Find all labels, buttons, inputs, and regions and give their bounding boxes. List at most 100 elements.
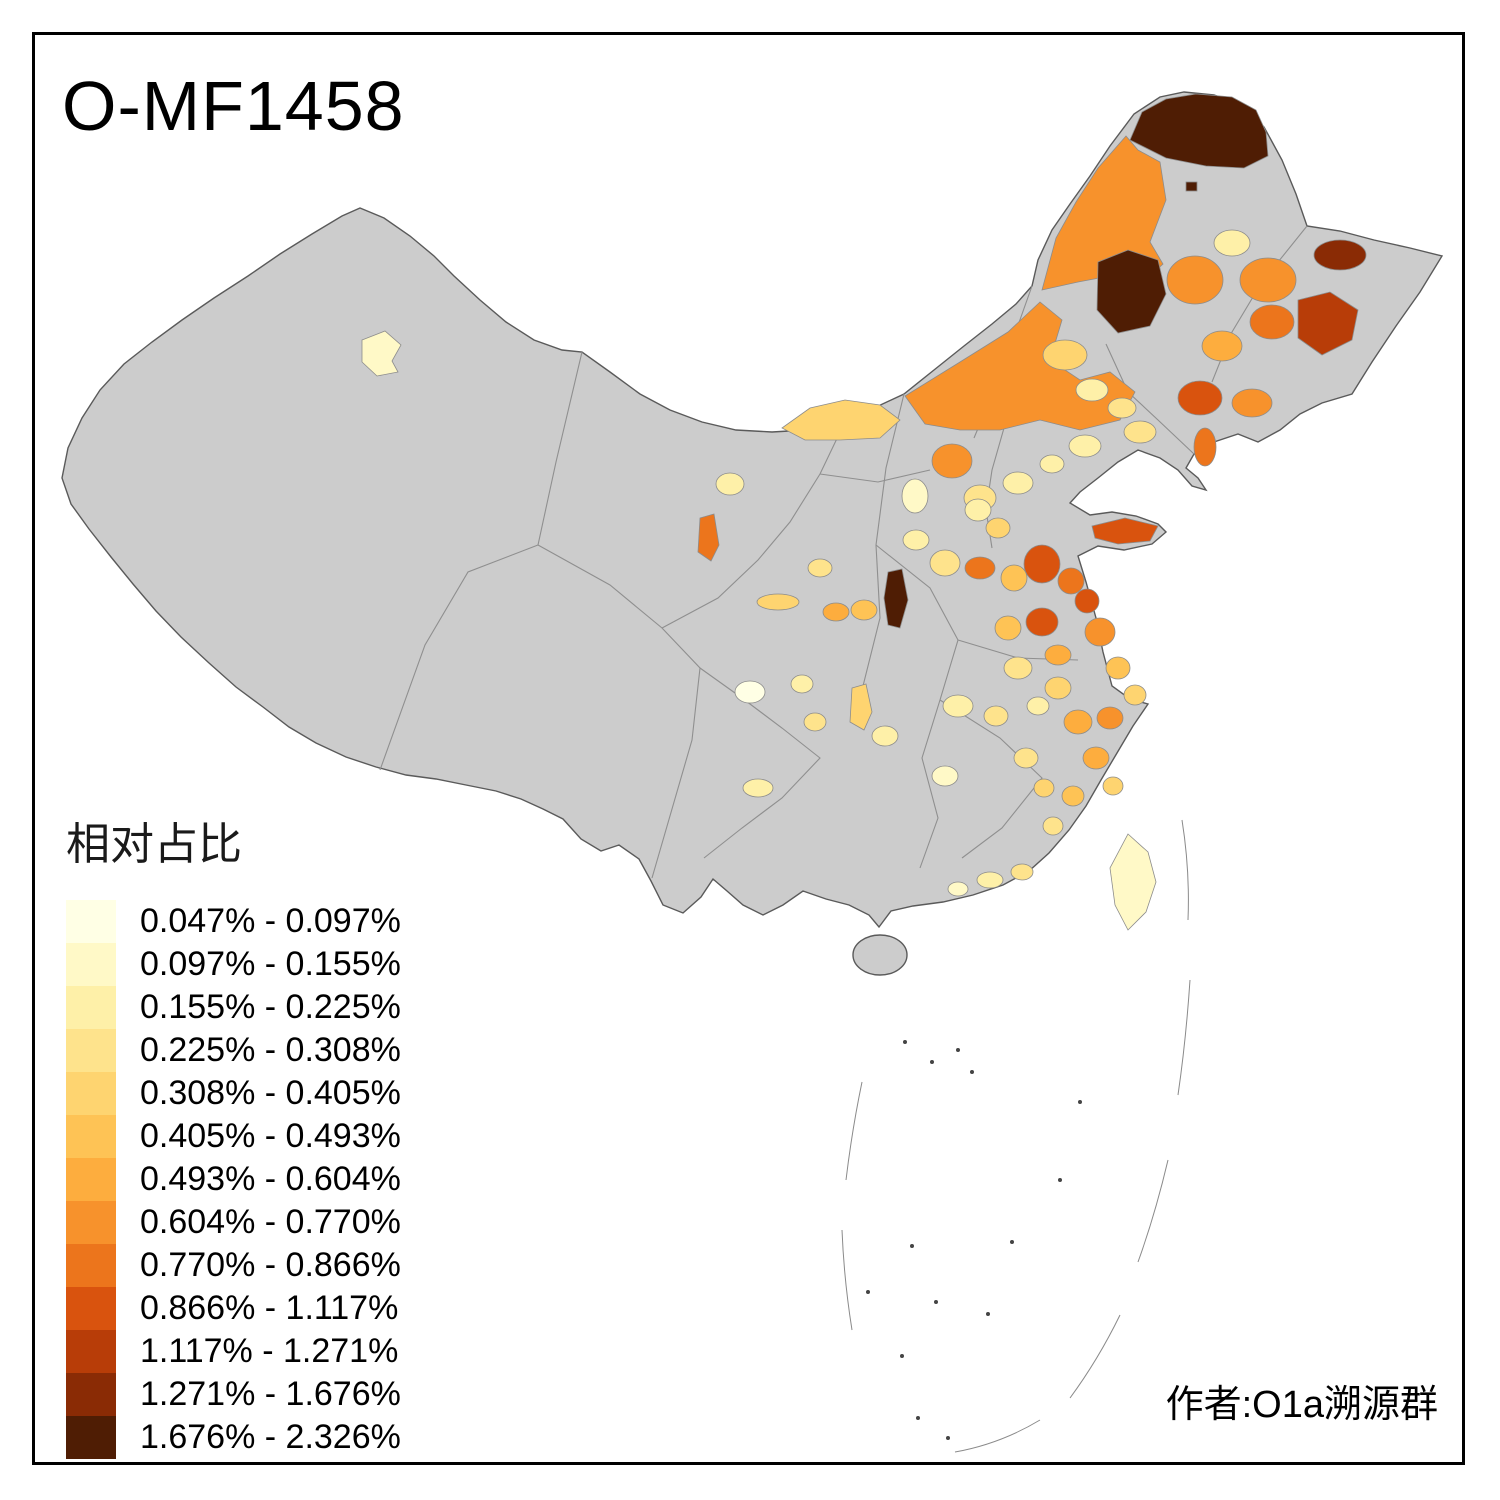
- legend-swatch: [66, 1373, 116, 1416]
- prefecture-region: [1023, 544, 1061, 584]
- legend-label: 0.770% - 0.866%: [140, 1246, 401, 1284]
- prefecture-region: [871, 725, 899, 747]
- prefecture-region: [902, 529, 930, 551]
- prefecture-region: [976, 871, 1004, 889]
- legend-swatch: [66, 1072, 116, 1115]
- prefecture-region: [1213, 229, 1251, 257]
- prefecture-region: [715, 472, 745, 496]
- prefecture-region: [1082, 746, 1110, 770]
- prefecture-region: [1107, 397, 1137, 419]
- prefecture-region: [361, 330, 402, 377]
- prefecture-region: [1123, 684, 1147, 706]
- prefecture-region: [1096, 249, 1167, 334]
- legend-row: 1.271% - 1.676%: [66, 1373, 401, 1416]
- legend-swatch: [66, 1416, 116, 1459]
- prefecture-region: [807, 558, 833, 578]
- prefecture-region: [734, 680, 766, 704]
- legend-row: 0.493% - 0.604%: [66, 1158, 401, 1201]
- prefecture-region: [883, 568, 909, 629]
- legend-swatch: [66, 1201, 116, 1244]
- islet: [1010, 1240, 1014, 1244]
- prefecture-region: [931, 443, 973, 479]
- prefecture-region: [1185, 181, 1198, 192]
- legend-swatch: [66, 1115, 116, 1158]
- prefecture-region: [1177, 380, 1223, 416]
- islet: [916, 1416, 920, 1420]
- prefecture-region: [1042, 816, 1064, 836]
- prefecture-region: [1297, 291, 1359, 356]
- legend-label: 0.225% - 0.308%: [140, 1031, 401, 1069]
- legend-swatch: [66, 900, 116, 943]
- legend-swatch: [66, 1029, 116, 1072]
- prefecture-region: [983, 705, 1009, 727]
- prefecture-region: [985, 517, 1011, 539]
- prefecture-region: [1084, 617, 1116, 647]
- legend-swatch: [66, 1158, 116, 1201]
- prefecture-region: [850, 599, 878, 621]
- prefecture-region: [790, 674, 814, 694]
- legend-row: 0.405% - 0.493%: [66, 1115, 401, 1158]
- prefecture-region: [1063, 709, 1093, 735]
- prefecture-region: [1201, 330, 1243, 362]
- prefecture-region: [1026, 696, 1050, 716]
- islet: [930, 1060, 934, 1064]
- legend-label: 0.604% - 0.770%: [140, 1203, 401, 1241]
- legend-row: 0.097% - 0.155%: [66, 943, 401, 986]
- prefecture-region: [901, 478, 929, 514]
- legend-swatch: [66, 986, 116, 1029]
- legend-row: 0.308% - 0.405%: [66, 1072, 401, 1115]
- prefecture-region: [1002, 471, 1034, 495]
- prefecture-region: [931, 765, 959, 787]
- islet: [910, 1244, 914, 1248]
- prefecture-region: [1068, 434, 1102, 458]
- prefecture-region: [1091, 517, 1159, 545]
- islet: [986, 1312, 990, 1316]
- page-title: O-MF1458: [62, 67, 405, 145]
- islet: [900, 1354, 904, 1358]
- prefecture-region: [947, 881, 969, 897]
- prefecture-region: [1013, 747, 1039, 769]
- legend-swatch: [66, 943, 116, 986]
- legend-row: 0.047% - 0.097%: [66, 900, 401, 943]
- prefecture-region: [942, 694, 974, 718]
- prefecture-region: [756, 593, 800, 611]
- legend-label: 0.155% - 0.225%: [140, 988, 401, 1026]
- prefecture-region: [1003, 656, 1033, 680]
- legend-row: 1.676% - 2.326%: [66, 1416, 401, 1459]
- hainan-island: [852, 934, 908, 976]
- prefecture-region: [1313, 239, 1367, 271]
- legend-label: 0.493% - 0.604%: [140, 1160, 401, 1198]
- legend-label: 0.097% - 0.155%: [140, 945, 401, 983]
- legend-label: 0.047% - 0.097%: [140, 902, 401, 940]
- map-legend: 相对占比 0.047% - 0.097% 0.097% - 0.155% 0.1…: [66, 808, 401, 1459]
- islet: [1058, 1178, 1062, 1182]
- prefecture-region: [1010, 863, 1034, 881]
- islet: [903, 1040, 907, 1044]
- legend-row: 0.866% - 1.117%: [66, 1287, 401, 1330]
- prefecture-region: [1239, 257, 1297, 303]
- islet: [956, 1048, 960, 1052]
- taiwan-island: [1109, 833, 1157, 931]
- prefecture-region: [1123, 420, 1157, 444]
- attribution-text: 作者:O1a溯源群: [1165, 1384, 1438, 1426]
- prefecture-region: [1129, 93, 1269, 169]
- prefecture-region: [1166, 255, 1224, 305]
- prefecture-region: [904, 301, 1136, 431]
- prefecture-region: [1025, 607, 1059, 637]
- prefecture-region: [1042, 339, 1088, 371]
- prefecture-region: [697, 513, 720, 562]
- legend-row: 0.225% - 0.308%: [66, 1029, 401, 1072]
- legend-title: 相对占比: [66, 820, 242, 869]
- prefecture-region: [1249, 304, 1295, 340]
- legend-row: 1.117% - 1.271%: [66, 1330, 401, 1373]
- prefecture-region: [742, 778, 774, 798]
- islet: [946, 1436, 950, 1440]
- islet: [866, 1290, 870, 1294]
- prefecture-region: [1061, 785, 1085, 807]
- prefecture-region: [1105, 656, 1131, 680]
- prefecture-region: [822, 602, 850, 622]
- prefecture-region: [1000, 564, 1028, 592]
- china-outline: [61, 91, 1444, 929]
- south-china-sea-features: [841, 819, 1191, 1453]
